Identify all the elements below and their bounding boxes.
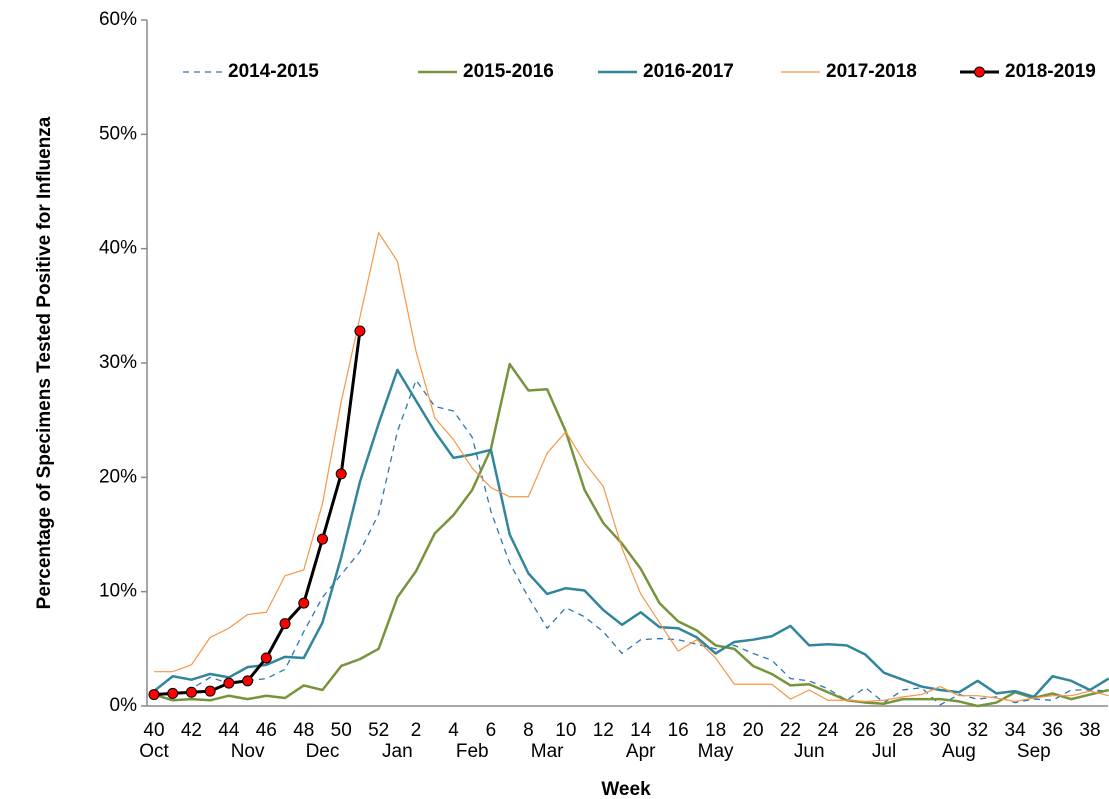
month-label: Oct <box>139 741 169 762</box>
month-label: Dec <box>306 741 340 762</box>
month-label: Nov <box>231 741 265 762</box>
series-marker <box>335 468 347 480</box>
x-tick-label: 36 <box>1042 720 1063 741</box>
series-marker <box>223 677 235 689</box>
x-tick-label: 50 <box>331 720 352 741</box>
series-line <box>154 379 1109 706</box>
month-label: Jan <box>382 741 413 762</box>
x-tick-label: 18 <box>705 720 726 741</box>
series-marker <box>316 533 328 545</box>
series-line <box>153 362 1109 708</box>
x-tick-label: 4 <box>448 720 459 741</box>
month-label: Jul <box>872 741 896 762</box>
x-tick-label: 20 <box>742 720 763 741</box>
month-label: Mar <box>531 741 564 762</box>
legend-label: 2016-2017 <box>643 61 734 82</box>
x-tick-label: 8 <box>523 720 534 741</box>
x-tick-label: 42 <box>181 720 202 741</box>
x-tick-label: 48 <box>293 720 314 741</box>
x-tick-label: 46 <box>256 720 277 741</box>
x-tick-label: 16 <box>668 720 689 741</box>
x-tick-label: 22 <box>780 720 801 741</box>
series-marker <box>185 686 197 698</box>
y-tick-label: 50% <box>99 123 137 144</box>
series-marker <box>354 325 366 337</box>
series-line <box>153 368 1109 699</box>
y-tick-label: 30% <box>99 352 137 373</box>
x-tick-label: 12 <box>593 720 614 741</box>
legend-label: 2018-2019 <box>1005 61 1096 82</box>
legend-label: 2014-2015 <box>228 61 319 82</box>
month-label: May <box>698 741 734 762</box>
legend-marker <box>974 66 985 78</box>
series-marker <box>204 685 216 697</box>
month-label: Feb <box>456 741 489 762</box>
month-label: Apr <box>626 741 656 762</box>
series-line <box>153 330 362 697</box>
month-label: Jun <box>794 741 825 762</box>
x-tick-label: 44 <box>218 720 240 741</box>
series-line <box>154 232 1109 703</box>
x-tick-label: 32 <box>967 720 988 741</box>
x-tick-label: 40 <box>143 720 164 741</box>
series-marker <box>167 687 179 699</box>
series-marker <box>298 597 310 609</box>
y-tick-label: 0% <box>110 695 138 716</box>
y-axis-title: Percentage of Specimens Tested Positive … <box>34 116 55 609</box>
x-tick-label: 26 <box>855 720 876 741</box>
y-tick-label: 10% <box>99 581 137 602</box>
y-tick-label: 40% <box>99 238 137 259</box>
x-tick-label: 24 <box>817 720 839 741</box>
x-tick-label: 38 <box>1079 720 1100 741</box>
x-tick-label: 28 <box>892 720 913 741</box>
series-marker <box>148 689 160 701</box>
x-tick-label: 30 <box>930 720 951 741</box>
month-label: Aug <box>942 741 976 762</box>
y-tick-label: 20% <box>99 466 137 487</box>
month-label: Sep <box>1017 741 1051 762</box>
series-marker <box>260 652 272 664</box>
y-tick-label: 60% <box>99 9 137 30</box>
x-tick-label: 10 <box>555 720 576 741</box>
series-marker <box>242 675 254 687</box>
series-marker <box>279 618 291 630</box>
x-tick-label: 2 <box>411 720 422 741</box>
legend-label: 2017-2018 <box>826 61 917 82</box>
x-tick-label: 6 <box>486 720 497 741</box>
x-tick-label: 34 <box>1005 720 1027 741</box>
legend-label: 2015-2016 <box>463 61 554 82</box>
x-tick-label: 14 <box>630 720 652 741</box>
x-axis-title: Week <box>601 779 651 799</box>
x-tick-label: 52 <box>368 720 389 741</box>
